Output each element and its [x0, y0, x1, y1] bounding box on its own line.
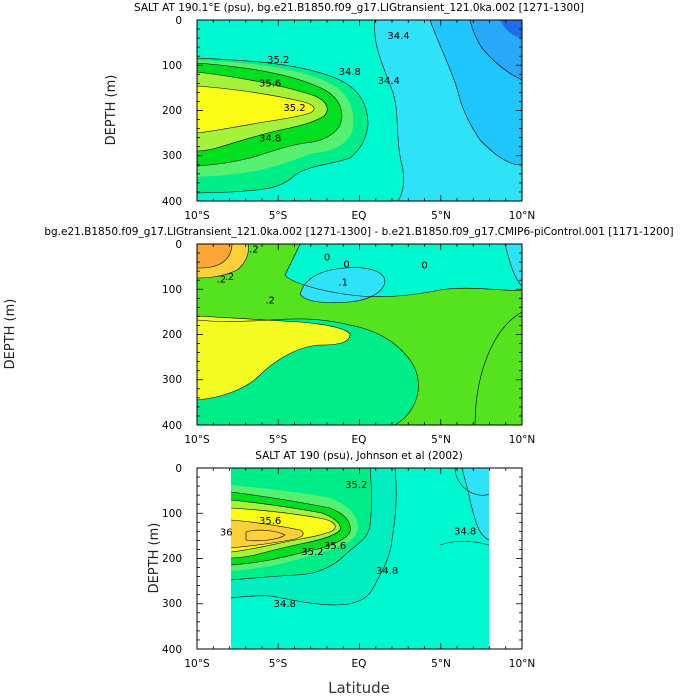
panel2-xtick-5s: 5°S: [269, 434, 288, 446]
panel2-xtick-eq: EQ: [352, 434, 367, 446]
panel3-xtick-eq: EQ: [352, 658, 367, 670]
panel3-contour-label-4: 35.2: [301, 547, 323, 558]
panel3-title: SALT AT 190 (psu), Johnson et al (2002): [255, 450, 463, 462]
panel2-xtick-10s: 10°S: [184, 434, 210, 446]
panel2-ticks: [196, 243, 523, 426]
panel3-contour-label-5: 34.8: [454, 526, 476, 537]
panel3-xtick-10n: 10°N: [509, 658, 535, 670]
panel2-ytick-300: 300: [162, 374, 182, 386]
panel3-ytick-200: 200: [162, 553, 182, 565]
panel3-contour-label-2: 36: [220, 527, 233, 538]
panel3-ytick-0: 0: [175, 463, 182, 475]
panel1-title: SALT AT 190.1°E (psu), bg.e21.B1850.f09_…: [134, 2, 584, 14]
panel2-ytick-400: 400: [162, 420, 182, 432]
panel1-contour-label-1: 34.4: [378, 76, 400, 87]
panel1-ytick-0: 0: [175, 15, 182, 27]
panel2-ylabel: DEPTH (m): [3, 299, 18, 370]
panel3-ytick-100: 100: [162, 508, 182, 520]
panel1-contour-label-5: 35.2: [283, 103, 305, 114]
panel3-xtick-5n: 5°N: [431, 658, 451, 670]
panel1-xtick-10s: 10°S: [184, 210, 210, 222]
panel2-region-0p1b: [475, 312, 522, 425]
panel1-ticks: [196, 19, 523, 202]
panel3-field: [231, 468, 489, 649]
panel1-region-35p6: [197, 86, 315, 133]
panel3-contour-label-3: 35.6: [324, 541, 346, 552]
panel3-ticks: [196, 467, 523, 650]
panel1-xtick-5n: 5°N: [431, 210, 451, 222]
panel3-contour-label-6: 34.8: [376, 566, 398, 577]
panel2-contour-labels: .2.200 0.2.1.2: [217, 244, 428, 306]
panel3-xtick-5s: 5°S: [269, 658, 288, 670]
panel2-xtick-10n: 10°N: [509, 434, 535, 446]
panel2-region-neg2: [505, 244, 522, 286]
panel3-region-36: [246, 530, 285, 541]
panel2-field: [197, 244, 522, 425]
panel3-contour-label-1: 35.6: [259, 516, 281, 527]
panel3-ytick-300: 300: [162, 598, 182, 610]
panel3-contour-label-0: 35.2: [345, 480, 367, 491]
panel3-contour-lines: [231, 468, 489, 606]
panel1-xtick-10n: 10°N: [509, 210, 535, 222]
panel1-contour-label-2: 34.8: [339, 67, 361, 78]
panel2-region-0p1: [197, 244, 522, 425]
panel1-contour-label-3: 35.2: [267, 55, 289, 66]
panel3-ytick-400: 400: [162, 644, 182, 656]
panel1-contour-label-0: 34.4: [387, 31, 409, 42]
panel1-contour-label-6: 34.8: [259, 134, 281, 145]
panel1-ylabel: DEPTH (m): [104, 75, 119, 146]
panel1-contour-label-4: 35.6: [259, 78, 281, 89]
panel3-ylabel: DEPTH (m): [147, 523, 162, 594]
panel3-region-east-fresh: [462, 468, 489, 540]
panel2-title: bg.e21.B1850.f09_g17.LIGtransient_121.0k…: [44, 226, 673, 238]
panel1-xtick-eq: EQ: [352, 210, 367, 222]
panel1-region-fresh-4: [500, 20, 522, 38]
panel1-region-fresh-3: [470, 20, 522, 80]
panel2-region-0p2: [197, 316, 350, 400]
panel1-ytick-200: 200: [162, 105, 182, 117]
panel1-ytick-100: 100: [162, 60, 182, 72]
panel2-contour-label-7: .2: [265, 296, 275, 307]
panel2-region-neg: [300, 267, 385, 303]
panel2-contour-label-6: .1: [338, 277, 348, 288]
panel2-xtick-5n: 5°N: [431, 434, 451, 446]
panel2-contour-label-5: .2: [217, 274, 227, 285]
panel2-contour-label-3: 0: [343, 259, 349, 270]
panel2-contour-label-0: .2: [249, 244, 259, 255]
panel2-ytick-0: 0: [175, 239, 182, 251]
panel3-contour-label-7: 34.8: [274, 599, 296, 610]
panel3-xlabel: Latitude: [328, 679, 390, 697]
panel2-ytick-200: 200: [162, 329, 182, 341]
panel1-ytick-300: 300: [162, 150, 182, 162]
panel1-xtick-5s: 5°S: [269, 210, 288, 222]
panel2-contour-label-1: .2: [225, 272, 235, 283]
panel2-contour-label-4: 0: [421, 261, 427, 272]
panel1-ytick-400: 400: [162, 196, 182, 208]
panel3-xtick-10s: 10°S: [184, 658, 210, 670]
panel2-contour-lines: [197, 244, 522, 425]
panel1-contour-lines: [197, 20, 522, 201]
panel2-contour-label-2: 0: [324, 253, 330, 264]
panel1-contour-labels: 34.4 34.4 34.8 35.2 35.6 35.2 34.8: [259, 31, 410, 145]
panel1-field: [197, 20, 522, 201]
panel2-ytick-100: 100: [162, 284, 182, 296]
